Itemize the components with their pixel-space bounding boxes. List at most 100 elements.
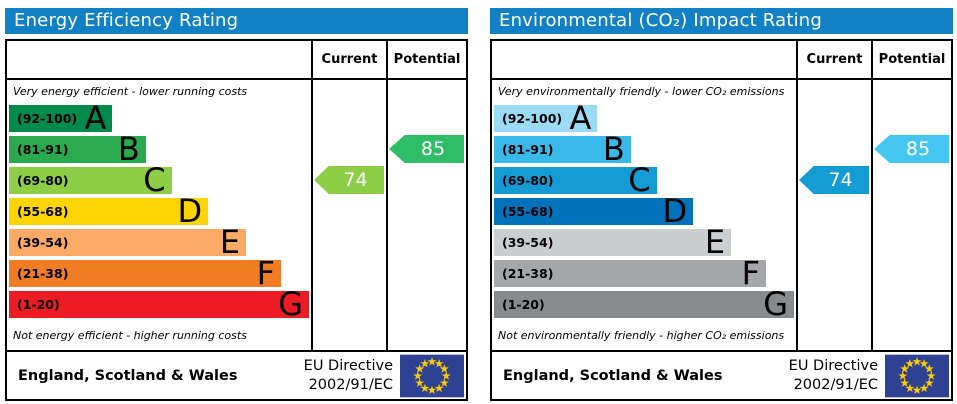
band-letter: B — [602, 130, 625, 168]
potential-label: Potential — [393, 52, 461, 67]
band-row: (21-38) F — [7, 254, 311, 292]
band-row: (21-38) F — [492, 254, 796, 292]
band-bar-c: (69-80) C — [9, 161, 172, 199]
current-rating-value: 74 — [828, 169, 853, 191]
band-letter: F — [741, 254, 761, 292]
band-row: (69-80) C — [7, 161, 311, 199]
band-range-label: (55-68) — [17, 204, 69, 219]
panel-footer: England, Scotland & Wales EU Directive 2… — [7, 350, 466, 399]
eu-directive-label: EU Directive 2002/91/EC — [789, 357, 878, 393]
panel-footer: England, Scotland & Wales EU Directive 2… — [492, 350, 951, 399]
current-column-header: Current — [798, 41, 873, 80]
band-bar-c: (69-80) C — [494, 161, 657, 199]
band-bar-d: (55-68) D — [9, 195, 209, 227]
band-bar-b: (81-91) B — [9, 130, 146, 168]
band-letter: E — [219, 223, 241, 261]
eu-flag-icon — [885, 354, 949, 397]
band-row: (39-54) E — [7, 223, 311, 261]
rating-table: Current Potential Very environmentally f… — [490, 39, 953, 401]
band-bar-a: (92-100) A — [494, 99, 598, 137]
band-letter: C — [143, 161, 166, 199]
current-rating-arrow: 74 — [799, 166, 869, 194]
band-bar-g: (1-20) G — [9, 285, 310, 323]
band-row: (81-91) B — [7, 130, 311, 168]
band-row: (92-100) A — [7, 99, 311, 137]
band-row: (39-54) E — [492, 223, 796, 261]
band-bar-f: (21-38) F — [494, 254, 767, 292]
current-rating-value: 74 — [343, 169, 368, 191]
panel-title: Energy Efficiency Rating — [14, 10, 239, 31]
band-row: (1-20) G — [7, 285, 311, 323]
eu-directive-line2: 2002/91/EC — [793, 376, 878, 393]
band-letter: E — [704, 223, 726, 261]
potential-column-header: Potential — [873, 41, 951, 80]
header-spacer — [7, 41, 313, 80]
panel-title-bar: Environmental (CO₂) Impact Rating — [490, 8, 953, 34]
bands-area: Very energy efficient - lower running co… — [7, 80, 313, 350]
band-range-label: (92-100) — [502, 111, 563, 126]
potential-column-header: Potential — [388, 41, 466, 80]
band-letter: B — [117, 130, 140, 168]
band-letter: G — [763, 285, 789, 323]
region-label: England, Scotland & Wales — [18, 367, 238, 384]
band-row: (92-100) A — [492, 99, 796, 137]
potential-column: 85 — [873, 80, 951, 350]
band-letter: D — [662, 192, 688, 230]
eu-directive-line2: 2002/91/EC — [308, 376, 393, 393]
potential-column: 85 — [388, 80, 466, 350]
rating-table: Current Potential Very energy efficient … — [5, 39, 468, 401]
eu-directive-line1: EU Directive — [303, 358, 393, 375]
band-range-label: (69-80) — [17, 173, 69, 188]
eu-flag-icon — [400, 354, 464, 397]
band-bar-e: (39-54) E — [494, 223, 732, 261]
current-rating-arrow: 74 — [314, 166, 384, 194]
potential-rating-arrow: 85 — [874, 135, 949, 163]
eu-directive-line1: EU Directive — [788, 358, 878, 375]
bottom-note: Not energy efficient - higher running co… — [13, 329, 247, 342]
bottom-note: Not environmentally friendly - higher CO… — [498, 329, 785, 342]
bands-area: Very environmentally friendly - lower CO… — [492, 80, 798, 350]
region-label: England, Scotland & Wales — [503, 367, 723, 384]
band-bar-d: (55-68) D — [494, 192, 694, 230]
potential-rating-value: 85 — [905, 138, 931, 160]
environmental-impact-panel: Environmental (CO₂) Impact Rating Curren… — [490, 8, 953, 401]
band-bar-b: (81-91) B — [494, 130, 631, 168]
band-letter: A — [84, 99, 107, 137]
current-column: 74 — [313, 80, 388, 350]
band-row: (1-20) G — [492, 285, 796, 323]
band-range-label: (81-91) — [17, 142, 69, 157]
band-row: (81-91) B — [492, 130, 796, 168]
potential-rating-arrow: 85 — [389, 135, 464, 163]
band-letter: G — [278, 285, 304, 323]
band-bar-f: (21-38) F — [9, 254, 282, 292]
eu-directive-label: EU Directive 2002/91/EC — [304, 357, 393, 393]
current-column-header: Current — [313, 41, 388, 80]
panel-title-bar: Energy Efficiency Rating — [5, 8, 468, 34]
band-range-label: (1-20) — [502, 297, 545, 312]
current-label: Current — [806, 52, 863, 67]
band-bar-e: (39-54) E — [9, 223, 247, 261]
band-range-label: (21-38) — [17, 266, 69, 281]
band-letter: C — [628, 161, 651, 199]
current-column: 74 — [798, 80, 873, 350]
band-range-label: (55-68) — [502, 204, 554, 219]
band-range-label: (81-91) — [502, 142, 554, 157]
current-label: Current — [321, 52, 378, 67]
band-row: (55-68) D — [7, 195, 311, 227]
band-range-label: (21-38) — [502, 266, 554, 281]
band-range-label: (69-80) — [502, 173, 554, 188]
band-row: (55-68) D — [492, 192, 796, 230]
band-letter: A — [569, 99, 592, 137]
potential-label: Potential — [878, 52, 946, 67]
top-note: Very environmentally friendly - lower CO… — [498, 85, 785, 98]
top-note: Very energy efficient - lower running co… — [13, 85, 248, 98]
band-bar-g: (1-20) G — [494, 285, 795, 323]
header-spacer — [492, 41, 798, 80]
band-range-label: (39-54) — [17, 235, 69, 250]
band-range-label: (92-100) — [17, 111, 78, 126]
band-letter: F — [256, 254, 276, 292]
band-range-label: (39-54) — [502, 235, 554, 250]
panel-title: Environmental (CO₂) Impact Rating — [499, 10, 823, 31]
band-bar-a: (92-100) A — [9, 99, 113, 137]
